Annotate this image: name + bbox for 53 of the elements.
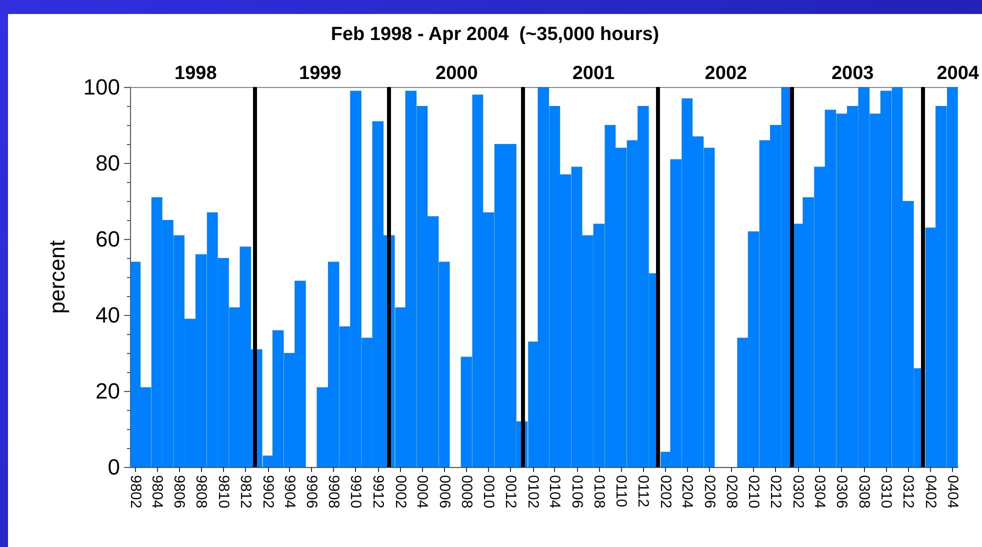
x-tick-label: 0312 (900, 475, 917, 508)
x-tick-label: 0110 (612, 475, 630, 508)
x-tick-label: 0210 (745, 475, 762, 508)
x-tick-label: 0112 (634, 475, 652, 508)
x-tick-label: 0308 (855, 475, 872, 508)
x-tick-label: 0306 (833, 475, 850, 508)
x2-tick-label: 2004 (936, 63, 980, 84)
x-tick-label: 9804 (148, 475, 166, 508)
y-axis-title: percent (44, 240, 70, 314)
x-tick-label: 0102 (524, 475, 542, 508)
y-tick-label: 0 (108, 454, 120, 480)
x-tick-label: 9906 (302, 475, 320, 508)
x-tick-label: 0404 (944, 475, 961, 508)
x-tick-label: 9812 (236, 475, 254, 508)
x-tick-label: 9808 (192, 475, 210, 508)
x-tick-label: 0402 (922, 475, 940, 508)
y-tick-label: 60 (96, 226, 120, 252)
x2-tick-label: 1999 (299, 63, 342, 84)
x2-tick-label: 2002 (704, 63, 748, 84)
x-tick-label: 0004 (414, 475, 431, 508)
x-tick-label: 0310 (878, 475, 895, 508)
x-tick-label: 0204 (678, 475, 696, 508)
x-tick-label: 0212 (767, 475, 784, 508)
x2-tick-label: 1998 (174, 63, 217, 84)
x-tick-label: 0006 (436, 475, 453, 508)
x-tick-label: 0202 (657, 475, 674, 508)
x-tick-label: 9910 (347, 475, 364, 508)
x2-tick-label: 2003 (831, 63, 874, 84)
x2-tick-label: 2001 (572, 63, 616, 84)
x-tick-label: 0106 (568, 475, 586, 508)
y-tick-label: 100 (83, 74, 120, 100)
x-tick-label: 9904 (280, 475, 298, 508)
x-tick-label: 9908 (325, 475, 342, 508)
x-tick-label: 0302 (790, 475, 807, 508)
x-tick-label: 0012 (502, 475, 520, 508)
y-tick-label: 80 (96, 150, 120, 176)
x-tick-label: 0208 (722, 475, 740, 508)
x-tick-label: 0010 (480, 475, 498, 508)
x-tick-label: 9912 (369, 475, 386, 508)
x-tick-label: 9806 (170, 475, 188, 508)
x-tick-label: 0206 (700, 475, 718, 508)
chart-title: Feb 1998 - Apr 2004 (~35,000 hours) (330, 24, 660, 45)
y-tick-label: 40 (96, 302, 120, 328)
x-tick-label: 0002 (392, 475, 409, 508)
y-tick-label: 20 (96, 378, 120, 404)
x-tick-label: 9902 (259, 475, 276, 508)
x2-tick-label: 2000 (436, 63, 478, 84)
x-tick-label: 0304 (811, 475, 828, 508)
x-tick-label: 0008 (458, 475, 475, 508)
x-tick-label: 0104 (546, 475, 564, 508)
x-tick-label: 0108 (590, 475, 608, 508)
x-tick-label: 9810 (214, 475, 232, 508)
x-tick-label: 9802 (126, 475, 144, 508)
